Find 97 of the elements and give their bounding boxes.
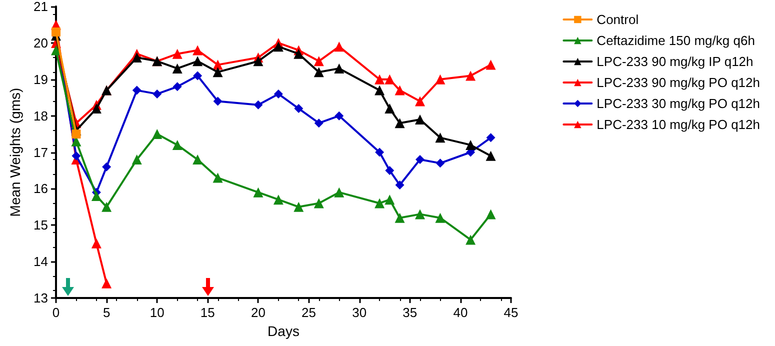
point (274, 89, 283, 98)
point (212, 172, 223, 183)
point (294, 104, 304, 114)
point (102, 278, 112, 288)
point (486, 209, 496, 220)
point (51, 45, 61, 56)
point (102, 202, 112, 212)
y-tick-label: 16 (34, 181, 48, 196)
point (415, 209, 425, 220)
y-tick-label: 13 (34, 290, 48, 306)
point (91, 190, 102, 201)
point (212, 67, 223, 78)
legend-label: LPC-233 30 mg/kg PO q12h (596, 96, 760, 111)
point (72, 151, 81, 160)
point (172, 48, 182, 59)
point (394, 118, 405, 128)
x-axis-title: Days (268, 322, 300, 339)
point (314, 67, 324, 78)
point (374, 198, 385, 208)
point (314, 56, 324, 66)
x-tick-label: 40 (453, 305, 468, 320)
point (213, 96, 222, 106)
point (375, 148, 384, 157)
point (132, 52, 142, 63)
point (486, 150, 496, 161)
point (152, 89, 162, 98)
y-tick-label: 18 (34, 108, 48, 124)
point (132, 86, 142, 95)
point (314, 118, 324, 128)
point (192, 56, 203, 66)
point (384, 194, 395, 205)
point (152, 129, 162, 140)
point (415, 96, 425, 106)
point (102, 162, 112, 172)
point (416, 155, 424, 164)
point (394, 212, 405, 223)
point (192, 45, 203, 56)
legend-label: Control (596, 12, 639, 27)
point (374, 74, 385, 84)
point (192, 154, 203, 165)
point (384, 104, 395, 114)
point (486, 133, 496, 142)
point (385, 166, 394, 175)
point (172, 63, 182, 74)
point (172, 82, 182, 92)
legend-label: LPC-233 10 mg/kg PO q12h (596, 117, 760, 132)
x-tick-label: 45 (504, 305, 518, 320)
x-tick-label: 15 (200, 305, 215, 320)
x-tick-label: 5 (102, 305, 110, 320)
point (273, 42, 284, 52)
point (334, 111, 344, 120)
point (395, 180, 404, 190)
point (91, 238, 102, 248)
point (415, 114, 425, 124)
point (334, 63, 344, 74)
y-tick-label: 14 (34, 254, 48, 270)
x-tick-label: 30 (352, 305, 367, 320)
y-tick-label: 15 (34, 218, 48, 233)
point (91, 104, 102, 114)
point (466, 70, 476, 81)
x-tick-label: 20 (250, 305, 266, 320)
legend-label: LPC-233 90 mg/kg PO q12h (596, 75, 760, 90)
point (253, 187, 264, 198)
point (334, 42, 344, 52)
point (435, 132, 446, 143)
y-axis-title: Mean Weights (gms) (7, 88, 23, 217)
point (294, 202, 304, 212)
point (172, 140, 182, 150)
y-tick-label: 17 (34, 144, 48, 160)
y-tick-label: 20 (34, 35, 48, 50)
x-tick-label: 35 (402, 305, 418, 320)
point (254, 100, 263, 110)
point (435, 74, 446, 84)
point (52, 28, 60, 37)
point (273, 194, 284, 205)
y-tick-label: 19 (34, 72, 48, 87)
point (72, 130, 81, 139)
x-tick-label: 25 (302, 305, 316, 320)
legend-label: Ceftazidime 150 mg/kg q6h (596, 33, 755, 48)
point (193, 71, 202, 80)
point (253, 56, 264, 66)
point (466, 140, 476, 150)
x-tick-label: 10 (150, 305, 164, 320)
y-tick-label: 21 (34, 0, 48, 14)
point (132, 154, 142, 165)
point (314, 198, 324, 208)
point (384, 74, 395, 84)
point (435, 212, 446, 223)
point (394, 85, 405, 96)
point (334, 187, 344, 198)
legend-label: LPC-233 90 mg/kg IP q12h (596, 54, 754, 69)
point (294, 48, 304, 59)
point (436, 158, 445, 168)
point (466, 234, 476, 245)
point (374, 85, 385, 96)
point (486, 60, 496, 70)
x-tick-label: 0 (52, 305, 60, 320)
